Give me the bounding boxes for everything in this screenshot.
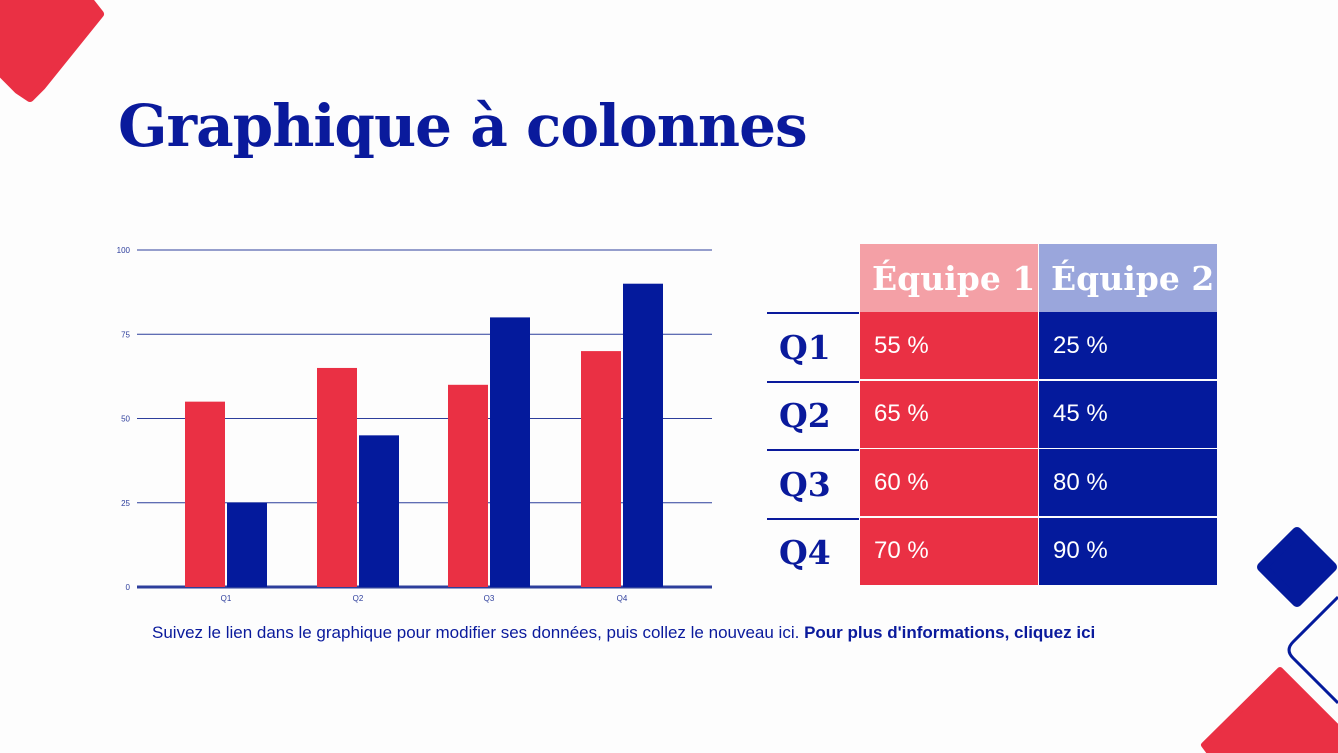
- row-label: Q4: [767, 517, 859, 586]
- y-tick-label: 25: [121, 499, 130, 508]
- footer-note: Suivez le lien dans le graphique pour mo…: [152, 623, 1095, 643]
- team1-value: 65 %: [860, 380, 1038, 448]
- team1-value: 70 %: [860, 517, 1038, 585]
- bar-series1-Q2[interactable]: [317, 367, 357, 587]
- bar-series1-Q3[interactable]: [448, 384, 488, 587]
- row-label: Q3: [767, 449, 859, 517]
- team1-value: 60 %: [860, 449, 1038, 516]
- footer-text: Suivez le lien dans le graphique pour mo…: [152, 623, 800, 642]
- x-tick-label: Q4: [617, 594, 628, 603]
- page-title: Graphique à colonnes: [118, 92, 808, 160]
- x-tick-label: Q3: [484, 594, 495, 603]
- y-tick-label: 75: [121, 330, 130, 339]
- team2-value: 90 %: [1039, 517, 1217, 585]
- row-label: Q2: [767, 380, 859, 449]
- bar-series1-Q1[interactable]: [185, 401, 225, 587]
- x-tick-label: Q1: [221, 594, 232, 603]
- header-team1: Équipe 1: [860, 244, 1038, 312]
- more-info-link[interactable]: Pour plus d'informations, cliquez ici: [804, 623, 1096, 642]
- y-tick-label: 100: [117, 246, 131, 255]
- decorative-red-diamond-top-left: [0, 0, 104, 102]
- team2-value: 45 %: [1039, 380, 1217, 448]
- bar-series1-Q4[interactable]: [581, 351, 621, 587]
- y-tick-label: 50: [121, 415, 130, 424]
- bar-series2-Q3[interactable]: [490, 317, 530, 587]
- team2-value: 80 %: [1039, 449, 1217, 516]
- bar-series2-Q4[interactable]: [623, 283, 663, 587]
- team1-value: 55 %: [860, 312, 1038, 379]
- decorative-shapes-bottom-right: [1201, 527, 1338, 753]
- y-tick-label: 0: [126, 583, 131, 592]
- team2-value: 25 %: [1039, 312, 1217, 379]
- bar-series2-Q1[interactable]: [227, 502, 267, 587]
- bar-series2-Q2[interactable]: [359, 435, 399, 587]
- x-tick-label: Q2: [353, 594, 364, 603]
- header-team2: Équipe 2: [1039, 244, 1217, 312]
- row-label: Q1: [767, 312, 859, 380]
- column-chart[interactable]: 0 25 50 75 100 Q1 Q2 Q3 Q4: [100, 240, 720, 610]
